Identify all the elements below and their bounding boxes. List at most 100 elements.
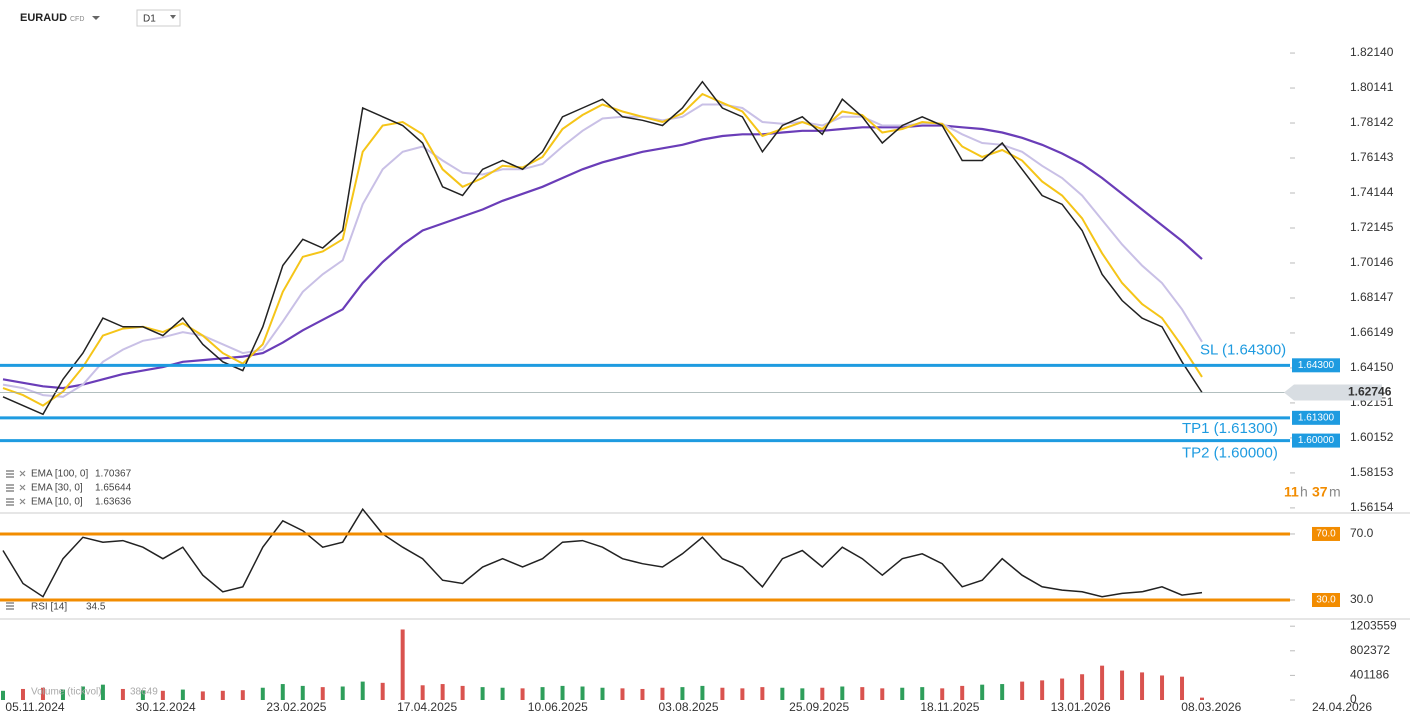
volume-bar: [160, 690, 165, 700]
volume-bar: [880, 688, 885, 700]
legend-value: 38649: [130, 687, 158, 698]
volume-bar: [340, 686, 345, 700]
volume-bar: [720, 687, 725, 700]
countdown-minutes: 37: [1312, 484, 1328, 500]
timeframe-select[interactable]: [136, 9, 181, 27]
volume-bar: [620, 688, 625, 700]
legend-value: 34.5: [86, 602, 106, 613]
y-tick-label: 1.66149: [1350, 325, 1394, 339]
last-price-label: 1.62746: [1348, 385, 1392, 399]
symbol: EURAUD: [20, 12, 67, 24]
volume-bar: [1, 690, 5, 700]
volume-bar: [760, 687, 765, 700]
y-tick-label: 1.72145: [1350, 220, 1394, 234]
volume-bar: [480, 687, 485, 700]
legend-name: Volume (tickvol): [31, 687, 102, 698]
y-tick-label: 0: [1350, 692, 1357, 706]
volume-bar: [240, 690, 245, 700]
volume-bar: [820, 687, 825, 700]
volume-bar: [460, 685, 465, 700]
x-tick-label: 18.11.2025: [920, 700, 979, 714]
x-tick-label: 10.06.2025: [528, 700, 588, 714]
volume-bar: [180, 689, 185, 700]
ema-line: [2, 103, 1203, 398]
volume-bar: [200, 691, 205, 700]
volume-bar: [920, 687, 925, 700]
countdown-hours: 11: [1284, 484, 1299, 500]
level-tag-label: 1.64300: [1298, 360, 1335, 371]
y-tick-label: 1.76143: [1350, 150, 1394, 164]
countdown-minutes-unit: m: [1329, 484, 1341, 500]
volume-bar: [740, 688, 745, 700]
volume-bar: [560, 685, 565, 700]
x-tick-label: 08.03.2026: [1181, 700, 1241, 714]
volume-bar: [40, 687, 45, 700]
symbol-dropdown[interactable]: [92, 16, 100, 20]
legend-name: EMA [30, 0]: [31, 483, 83, 494]
volume-bar: [940, 688, 945, 700]
volume-bar: [780, 687, 785, 700]
level-tag: [1312, 593, 1340, 608]
volume-bar: [1100, 665, 1105, 700]
ema-line: [2, 124, 1203, 390]
y-tick-label: 1.82140: [1350, 45, 1394, 59]
volume-bar: [360, 681, 365, 700]
volume-bar: [60, 689, 65, 700]
x-tick-label: 13.01.2026: [1051, 700, 1111, 714]
ema-line: [2, 92, 1203, 407]
volume-bar: [300, 685, 305, 700]
legend-remove: [19, 498, 26, 505]
level-label: TP1 (1.61300): [1182, 420, 1278, 437]
legend-name: EMA [100, 0]: [31, 469, 88, 480]
volume-bar: [1120, 670, 1125, 700]
volume-bar: [420, 685, 425, 700]
level-tag-label: 30.0: [1316, 595, 1336, 606]
volume-bar: [640, 688, 645, 700]
volume-bar: [540, 687, 545, 700]
volume-bar: [260, 687, 265, 700]
instrument-type: CFD: [70, 16, 84, 23]
level-label: SL (1.64300): [1200, 341, 1286, 358]
price-line: [2, 80, 1203, 416]
volume-bar: [1140, 672, 1145, 700]
legend-name: EMA [10, 0]: [31, 497, 83, 508]
volume-bar: [520, 688, 525, 700]
y-tick-label: 30.0: [1350, 592, 1374, 606]
level-tag-label: 70.0: [1316, 529, 1336, 540]
last-price-tag: [1284, 384, 1382, 401]
volume-bar: [840, 686, 845, 700]
legend-remove: [19, 470, 26, 477]
volume-bar: [220, 690, 225, 700]
volume-bar: [100, 684, 105, 700]
legend-value: 1.63636: [95, 497, 132, 508]
x-tick-label: 23.02.2025: [266, 700, 326, 714]
x-tick-label: 05.11.2024: [5, 700, 64, 714]
countdown-hours-unit: h: [1300, 484, 1308, 500]
volume-bar: [680, 687, 685, 700]
level-tag-label: 1.61300: [1298, 412, 1335, 423]
volume-bar: [500, 687, 505, 700]
legend-icon: [6, 602, 14, 610]
rsi-line: [2, 507, 1203, 598]
level-tag-label: 1.60000: [1298, 435, 1335, 446]
y-tick-label: 1.68147: [1350, 290, 1394, 304]
level-label: TP2 (1.60000): [1182, 445, 1278, 462]
volume-bar: [700, 685, 705, 700]
volume-bar: [120, 688, 125, 700]
legend-icon: [6, 498, 14, 506]
volume-bar: [1160, 675, 1165, 700]
volume-bar: [1180, 676, 1185, 700]
timeframe: D1: [143, 14, 156, 25]
volume-bar: [980, 684, 985, 700]
legend-name: RSI [14]: [31, 602, 67, 613]
y-tick-label: 1.64150: [1350, 360, 1394, 374]
legend-icon: [6, 470, 14, 478]
volume-bar: [140, 690, 145, 700]
y-tick-label: 401186: [1350, 668, 1389, 682]
level-tag: [1292, 410, 1340, 425]
legend-icon: [6, 484, 14, 492]
y-tick-label: 1.78142: [1350, 115, 1394, 129]
y-tick-label: 70.0: [1350, 526, 1374, 540]
